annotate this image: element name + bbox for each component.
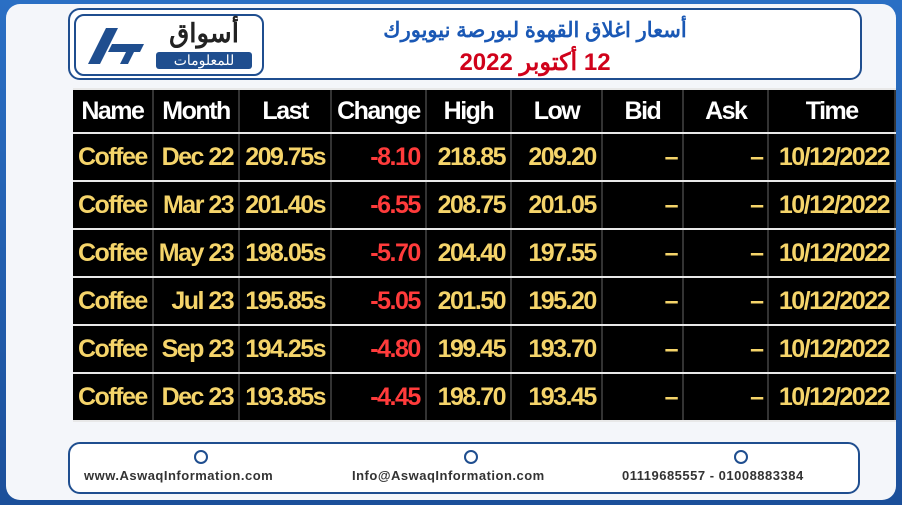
table-cell: 195.85s xyxy=(240,278,333,324)
email-icon xyxy=(464,450,478,464)
phone-icon xyxy=(734,450,748,464)
logo-subtext: للمعلومات xyxy=(156,52,252,69)
table-cell: 209.20 xyxy=(512,134,603,180)
table-row: Coffee Sep 23 194.25s -4.80 199.45 193.70– –10… xyxy=(73,326,896,372)
table-cell: Jul 23 xyxy=(153,278,241,324)
table-cell: 201.50 xyxy=(426,278,513,324)
table-cell: 209.75s xyxy=(240,134,333,180)
table-cell: Coffee xyxy=(73,182,154,228)
table-cell: 208.75 xyxy=(426,182,513,228)
phone: 01119685557 - 01008883384 xyxy=(622,468,804,483)
column-header: Ask xyxy=(684,90,770,132)
table-cell: Dec 22 xyxy=(153,134,241,180)
email: Info@AswaqInformation.com xyxy=(352,468,545,483)
table-cell: – xyxy=(602,374,685,420)
column-header: High xyxy=(426,90,513,132)
table-cell: Coffee xyxy=(73,230,154,276)
column-header: Time xyxy=(769,90,896,132)
column-header: Low xyxy=(512,90,603,132)
table-row: Coffee May 23 198.05s -5.70 204.40 197.55– –10… xyxy=(73,230,896,276)
web-icon xyxy=(194,450,208,464)
table-cell: 198.05s xyxy=(240,230,333,276)
table-cell: 10/12/2022 xyxy=(769,182,896,228)
table-cell: 195.20 xyxy=(512,278,603,324)
table-cell: 218.85 xyxy=(426,134,513,180)
price-table: Name Month Last Change High Low Bid Ask Time Coff… xyxy=(73,88,896,422)
table-cell: 204.40 xyxy=(426,230,513,276)
table-cell: 194.25s xyxy=(240,326,333,372)
logo: أسواق للمعلومات xyxy=(74,14,264,76)
table-row: Coffee Jul 23 195.85s -5.05 201.50 195.20– –10… xyxy=(73,278,896,324)
table-cell: 199.45 xyxy=(426,326,513,372)
title: أسعار اغلاق القهوة لبورصة نيويورك xyxy=(383,19,687,42)
column-header: Last xyxy=(240,90,333,132)
table-cell: May 23 xyxy=(153,230,241,276)
table-cell: – xyxy=(602,278,685,324)
table-row: Coffee Dec 22 209.75s -8.10 218.85 209.20– –10… xyxy=(73,134,896,180)
table-cell: 201.40s xyxy=(240,182,333,228)
table-cell: – xyxy=(602,326,685,372)
table-cell: – xyxy=(602,182,685,228)
date: 12 أكتوبر 2022 xyxy=(459,49,611,76)
table-cell: Coffee xyxy=(73,326,154,372)
panel: أسواق للمعلومات أسعار اغلاق القهوة لبورص… xyxy=(6,4,896,500)
table-cell: Coffee xyxy=(73,374,154,420)
table-cell: – xyxy=(684,182,770,228)
table-cell: Coffee xyxy=(73,278,154,324)
column-header: Change xyxy=(332,90,427,132)
table-cell: 193.70 xyxy=(512,326,603,372)
table-cell: – xyxy=(684,278,770,324)
table-cell: – xyxy=(602,134,685,180)
table-cell: 10/12/2022 xyxy=(769,134,896,180)
table-cell: 10/12/2022 xyxy=(769,374,896,420)
logo-text: أسواق xyxy=(169,18,239,48)
table-cell: Mar 23 xyxy=(153,182,241,228)
footer: www.AswaqInformation.com Info@AswaqInfor… xyxy=(68,442,860,494)
table-cell: – xyxy=(684,230,770,276)
column-header: Bid xyxy=(602,90,685,132)
logo-icon xyxy=(88,28,144,64)
column-header: Month xyxy=(153,90,241,132)
table-cell: – xyxy=(684,326,770,372)
table-cell: -4.45 xyxy=(332,374,427,420)
table-cell: -4.80 xyxy=(332,326,427,372)
table-cell: Dec 23 xyxy=(153,374,241,420)
column-header: Name xyxy=(73,90,154,132)
table-cell: Sep 23 xyxy=(153,326,241,372)
table-cell: – xyxy=(684,374,770,420)
table-cell: 193.85s xyxy=(240,374,333,420)
table-cell: 10/12/2022 xyxy=(769,326,896,372)
table-cell: 198.70 xyxy=(426,374,513,420)
table-cell: -6.55 xyxy=(332,182,427,228)
table-row: Coffee Dec 23 193.85s -4.45 198.70 193.45– –10… xyxy=(73,374,896,420)
table-cell: -8.10 xyxy=(332,134,427,180)
table-cell: 10/12/2022 xyxy=(769,230,896,276)
table-cell: 197.55 xyxy=(512,230,603,276)
table-cell: – xyxy=(602,230,685,276)
table-cell: -5.70 xyxy=(332,230,427,276)
table-cell: – xyxy=(684,134,770,180)
table-cell: 193.45 xyxy=(512,374,603,420)
table-row: Coffee Mar 23 201.40s -6.55 208.75 201.05– –10… xyxy=(73,182,896,228)
table-cell: 201.05 xyxy=(512,182,603,228)
table-cell: 10/12/2022 xyxy=(769,278,896,324)
header-row: Name Month Last Change High Low Bid Ask Time xyxy=(73,90,896,132)
table-cell: Coffee xyxy=(73,134,154,180)
website: www.AswaqInformation.com xyxy=(84,468,274,483)
table-cell: -5.05 xyxy=(332,278,427,324)
header: أسواق للمعلومات أسعار اغلاق القهوة لبورص… xyxy=(68,8,862,80)
